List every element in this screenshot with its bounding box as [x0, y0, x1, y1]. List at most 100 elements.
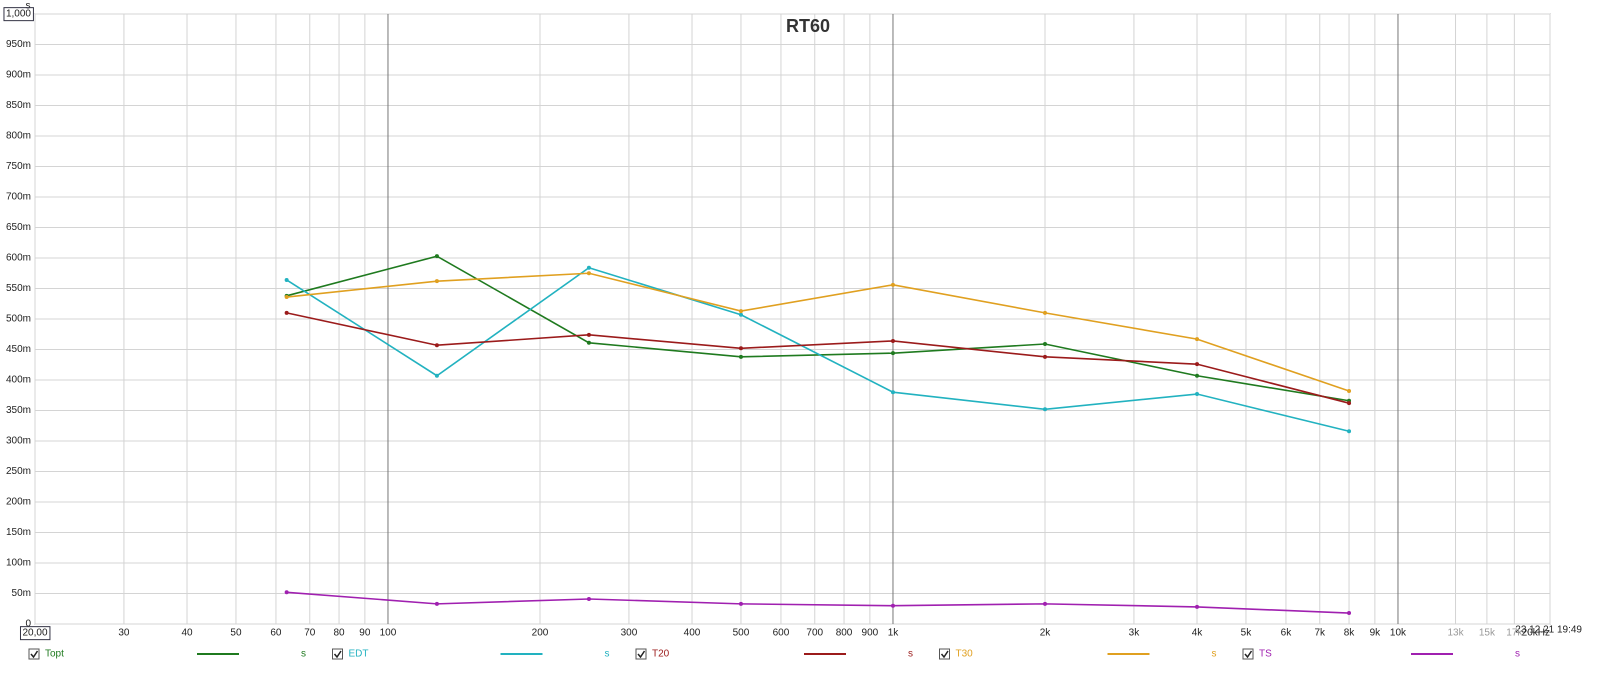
data-point	[1043, 310, 1047, 315]
data-point	[586, 596, 591, 601]
legend-checkbox[interactable]	[28, 648, 40, 660]
legend-unit: s	[605, 649, 610, 660]
x-tick-label: 70	[304, 628, 316, 639]
data-point	[1195, 392, 1200, 397]
data-point	[284, 277, 289, 282]
timestamp: 23.12.21 19:49	[1515, 625, 1582, 636]
data-point	[434, 601, 439, 606]
data-point	[586, 271, 591, 276]
data-point	[738, 309, 743, 314]
legend-label: T20	[652, 649, 670, 660]
data-point	[890, 282, 895, 287]
x-tick-label: 4k	[1192, 628, 1204, 639]
data-point	[1043, 342, 1047, 347]
x-tick-label: 13k	[1447, 628, 1464, 639]
legend-label: Topt	[45, 649, 64, 660]
y-tick-label: 550m	[6, 283, 31, 294]
y-tick-label: 700m	[6, 192, 31, 203]
legend-check	[1244, 650, 1253, 659]
y-tick-label: 150m	[6, 527, 31, 538]
data-point	[1043, 601, 1047, 606]
x-tick-label: 90	[359, 628, 371, 639]
legend-unit: s	[908, 649, 913, 660]
x-tick-label: 6k	[1281, 628, 1293, 639]
data-point	[1347, 401, 1352, 406]
series-line	[286, 312, 1350, 404]
legend-checkbox[interactable]	[635, 648, 647, 660]
legend-checkbox[interactable]	[1242, 648, 1254, 660]
legend-checkbox[interactable]	[332, 648, 343, 660]
y-tick-label: 200m	[6, 497, 31, 508]
data-point	[738, 354, 743, 359]
x-tick-label: 15k	[1479, 628, 1496, 639]
chart-title: RT60	[786, 16, 830, 36]
data-point	[284, 295, 289, 300]
x-tick-label: 30	[118, 628, 130, 639]
tick-box	[19, 626, 51, 641]
series-line	[286, 272, 1350, 392]
y-tick-label: 0	[25, 619, 31, 630]
y-tick-label: 650m	[6, 222, 31, 233]
x-tick-label: 40	[181, 628, 193, 639]
x-tick-label: 20,00	[22, 628, 47, 639]
tick-box	[3, 7, 34, 22]
x-tick-label: 3k	[1129, 628, 1141, 639]
x-tick-label: 300	[621, 628, 638, 639]
data-point	[890, 338, 895, 343]
legend-label: T30	[956, 649, 974, 660]
x-tick-label: 8k	[1344, 628, 1356, 639]
x-tick-label: 5k	[1241, 628, 1253, 639]
data-point	[1195, 337, 1200, 342]
data-point	[738, 346, 743, 351]
x-tick-label: 800	[836, 628, 853, 639]
y-tick-label: 350m	[6, 405, 31, 416]
x-tick-label: 10k	[1390, 628, 1407, 639]
x-tick-label: 600	[773, 628, 790, 639]
data-point	[1347, 388, 1352, 393]
data-point	[738, 601, 743, 606]
data-point	[738, 312, 743, 317]
legend-checkbox[interactable]	[939, 648, 950, 660]
y-tick-label: 600m	[6, 253, 31, 264]
legend-check	[333, 650, 342, 659]
y-tick-label: 800m	[6, 131, 31, 142]
data-point	[1347, 611, 1352, 616]
x-tick-label: 100	[380, 628, 397, 639]
data-point	[586, 332, 591, 337]
y-tick-label: 450m	[6, 344, 31, 355]
data-point	[890, 603, 895, 608]
y-tick-label: 950m	[6, 39, 31, 50]
data-point	[434, 254, 439, 259]
data-point	[1043, 407, 1047, 412]
data-point	[1347, 429, 1352, 434]
grid	[34, 13, 1551, 625]
x-tick-label: 17k	[1506, 628, 1523, 639]
data-point	[284, 310, 289, 315]
x-tick-label: 200	[532, 628, 549, 639]
y-tick-label: 50m	[12, 588, 31, 599]
x-tick-label: 50	[230, 628, 242, 639]
data-point	[1195, 373, 1200, 378]
data-point	[284, 590, 289, 595]
y-tick-label: 1,000	[6, 9, 31, 20]
y-tick-label: 900m	[6, 70, 31, 81]
legend-unit: s	[301, 649, 306, 660]
x-tick-label: 2k	[1040, 628, 1052, 639]
data-point	[434, 279, 439, 284]
x-tick-label: 900	[862, 628, 879, 639]
x-tick-label: 60	[270, 628, 282, 639]
x-tick-label: 700	[806, 628, 823, 639]
x-tick-label: 1k	[888, 628, 900, 639]
legend-unit: s	[1212, 649, 1217, 660]
x-tick-label: 20kHz	[1522, 628, 1550, 639]
x-tick-label: 80	[333, 628, 345, 639]
data-point	[586, 340, 591, 345]
x-tick-label: 9k	[1370, 628, 1382, 639]
x-tick-label: 7k	[1314, 628, 1326, 639]
data-point	[890, 390, 895, 395]
y-tick-label: 250m	[6, 466, 31, 477]
legend-label: EDT	[349, 649, 369, 660]
data-point	[1195, 362, 1200, 367]
y-tick-label: 750m	[6, 161, 31, 172]
